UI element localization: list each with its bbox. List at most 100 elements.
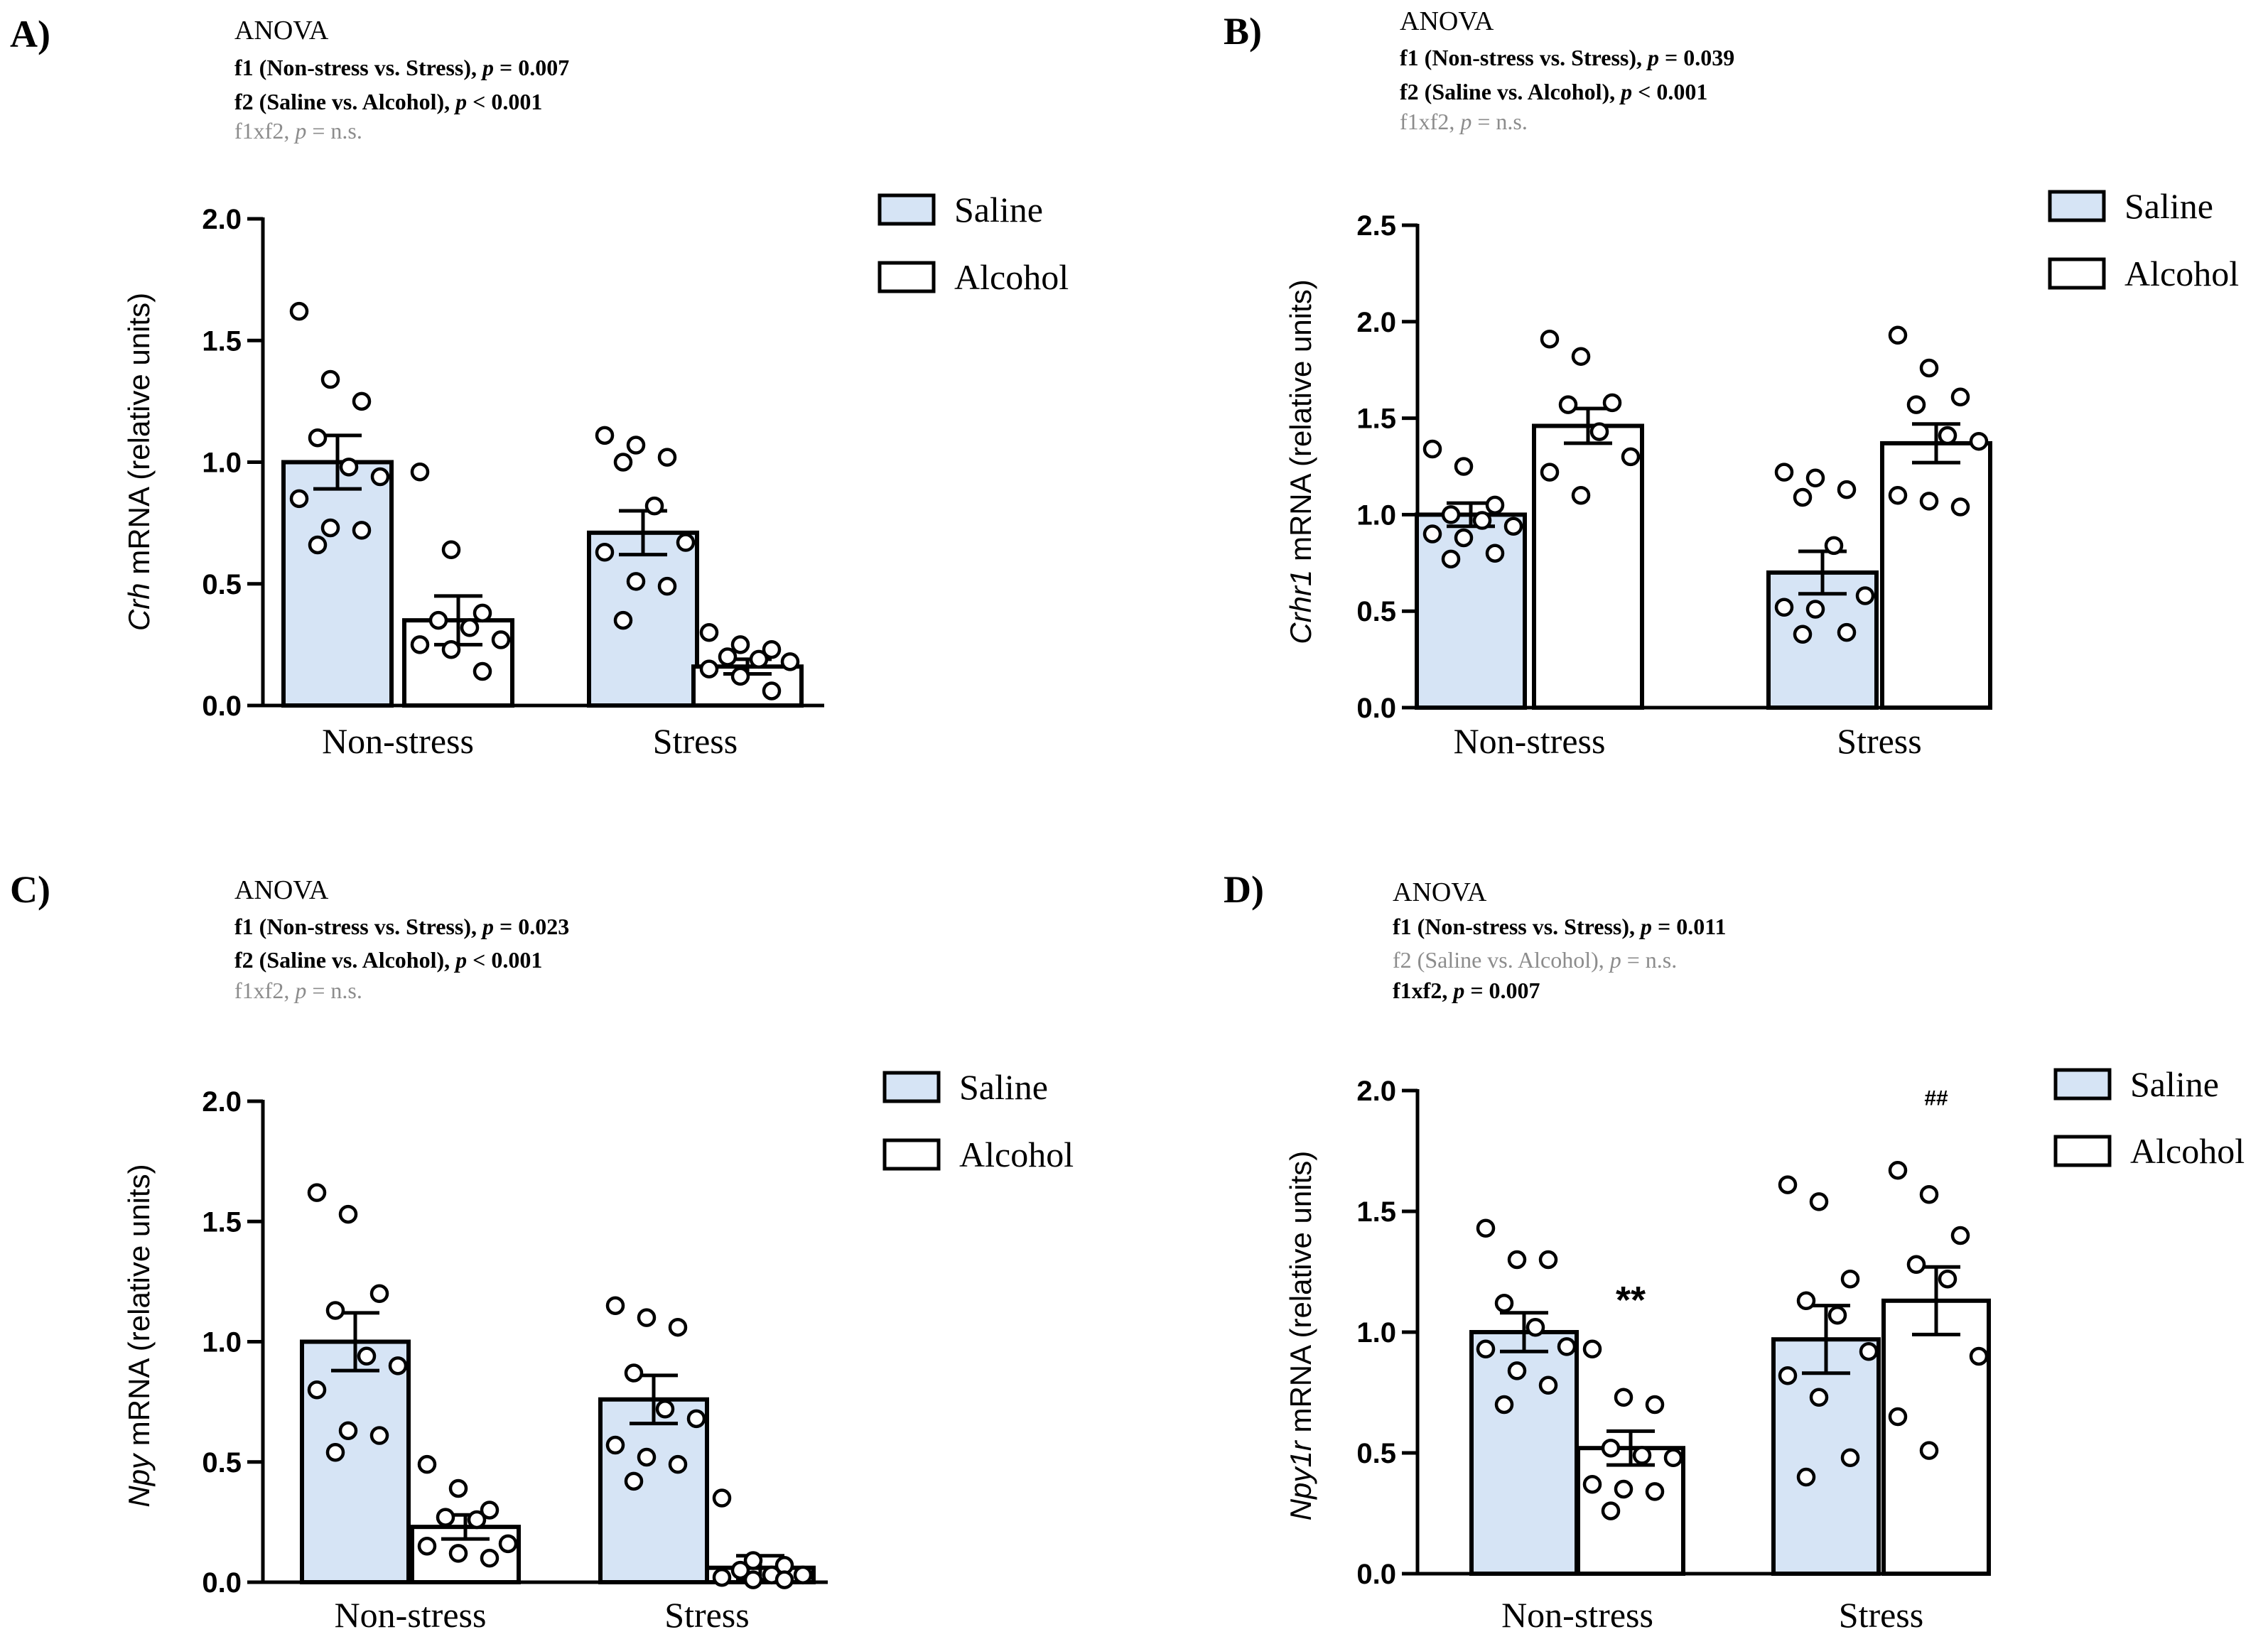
data-point	[289, 489, 309, 509]
panel-label: A)	[10, 13, 50, 55]
stat-text: f2 (Saline vs. Alcohol),	[1393, 947, 1610, 973]
y-tick-label: 1.5	[1356, 404, 1396, 435]
anova-stat-line: f1 (Non-stress vs. Stress), p = 0.011	[1393, 914, 1726, 939]
data-point	[1441, 549, 1461, 569]
legend-label-alcohol: Alcohol	[954, 257, 1069, 297]
y-tick-label: 1.5	[1356, 1196, 1396, 1228]
stat-p-label: p	[1619, 79, 1632, 104]
data-point	[441, 639, 461, 659]
data-point	[1840, 1448, 1860, 1468]
data-point	[428, 610, 448, 630]
data-point	[338, 1421, 358, 1440]
data-point	[1938, 1269, 1958, 1289]
anova-stat-line: f2 (Saline vs. Alcohol), p < 0.001	[1400, 79, 1707, 104]
data-point	[1540, 463, 1560, 482]
legend-swatch-alcohol	[2053, 1135, 2112, 1167]
panel-3: C) ANOVA f1 (Non-stress vs. Stress), p = 0…	[10, 868, 1074, 1635]
data-point	[699, 659, 719, 678]
stat-text: f1 (Non-stress vs. Stress),	[1393, 914, 1641, 939]
data-point	[1809, 1388, 1829, 1407]
data-point	[1472, 511, 1492, 530]
data-point	[668, 1454, 688, 1474]
data-point	[1793, 487, 1813, 507]
data-point	[1840, 1269, 1860, 1289]
data-point	[1589, 422, 1609, 441]
data-point	[1645, 1395, 1665, 1415]
anova-stat-line: f1 (Non-stress vs. Stress), p = 0.023	[234, 914, 569, 939]
panel-label: D)	[1224, 868, 1264, 911]
stat-text: f2 (Saline vs. Alcohol),	[234, 89, 455, 114]
significance-marker: ##	[1924, 1086, 1948, 1110]
anova-stat-line: f1 (Non-stress vs. Stress), p = 0.007	[234, 55, 569, 80]
data-point	[1888, 1407, 1908, 1427]
data-point	[1919, 492, 1939, 511]
stat-p-value: = n.s.	[306, 118, 362, 144]
data-point	[1859, 1341, 1879, 1361]
legend-swatch-alcohol	[2048, 257, 2106, 290]
bar-alcohol-non-stress	[1576, 1446, 1685, 1576]
data-point	[1906, 395, 1926, 414]
x-category-label: Stress	[1839, 1595, 1923, 1635]
stat-p-value: = 0.011	[1652, 914, 1726, 939]
data-point	[655, 1400, 675, 1419]
data-point	[1602, 393, 1622, 413]
stat-text: f1xf2,	[234, 118, 295, 144]
data-point	[1507, 1361, 1527, 1380]
anova-stat-line: f2 (Saline vs. Alcohol), p < 0.001	[234, 89, 542, 114]
data-point	[712, 1567, 732, 1587]
data-point	[472, 603, 492, 623]
data-point	[436, 1508, 455, 1527]
data-point	[388, 1356, 408, 1375]
legend-label-alcohol: Alcohol	[2124, 254, 2239, 293]
legend-swatch-alcohol	[882, 1138, 941, 1171]
y-tick-label: 1.0	[1356, 499, 1396, 531]
legend-label-saline: Saline	[2130, 1064, 2219, 1104]
legend-swatch-saline	[2048, 190, 2106, 222]
data-point	[441, 540, 461, 560]
data-point	[1888, 485, 1908, 505]
data-point	[1571, 485, 1591, 505]
y-tick-label: 2.0	[1356, 307, 1396, 338]
data-point	[1476, 1218, 1496, 1238]
stat-p-label: p	[480, 914, 494, 939]
data-point	[1507, 1250, 1527, 1270]
data-point	[699, 623, 719, 642]
legend-swatch-alcohol	[878, 261, 936, 293]
data-point	[369, 1426, 389, 1445]
data-point	[320, 518, 340, 538]
data-point	[1663, 1448, 1683, 1468]
x-category-label: Non-stress	[335, 1595, 487, 1635]
y-tick-label: 2.0	[202, 204, 242, 235]
data-point	[480, 1548, 500, 1568]
data-point	[1601, 1438, 1621, 1458]
data-point	[491, 630, 511, 649]
data-point	[1837, 622, 1857, 642]
data-point	[1540, 329, 1560, 349]
legend-label-alcohol: Alcohol	[959, 1135, 1074, 1174]
anova-title: ANOVA	[234, 16, 329, 45]
anova-stat-line: f1 (Non-stress vs. Stress), p = 0.039	[1400, 45, 1734, 70]
data-point	[1571, 347, 1591, 366]
data-point	[467, 1510, 487, 1530]
y-axis-gene: Npy1r	[1284, 1439, 1317, 1520]
stat-text: f1 (Non-stress vs. Stress),	[1400, 45, 1648, 70]
legend-label-saline: Saline	[954, 190, 1043, 229]
data-point	[1526, 1317, 1545, 1337]
anova-stat-line: f1xf2, p = n.s.	[234, 118, 362, 144]
data-point	[1796, 1467, 1816, 1487]
stat-p-label: p	[453, 89, 467, 114]
data-point	[1632, 1446, 1652, 1465]
data-point	[417, 1536, 437, 1556]
bar-saline-non-stress	[1415, 512, 1527, 710]
y-axis-gene: Crh	[122, 583, 156, 631]
data-point	[1485, 495, 1505, 515]
panel-4: D) ANOVA f1 (Non-stress vs. Stress), p = 0…	[1224, 868, 2245, 1635]
data-point	[595, 542, 615, 562]
y-axis-gene: Npy	[122, 1452, 156, 1508]
data-point	[613, 453, 633, 472]
data-point	[1969, 431, 1989, 451]
data-point	[624, 1471, 644, 1491]
stat-text: f2 (Saline vs. Alcohol),	[1400, 79, 1621, 104]
